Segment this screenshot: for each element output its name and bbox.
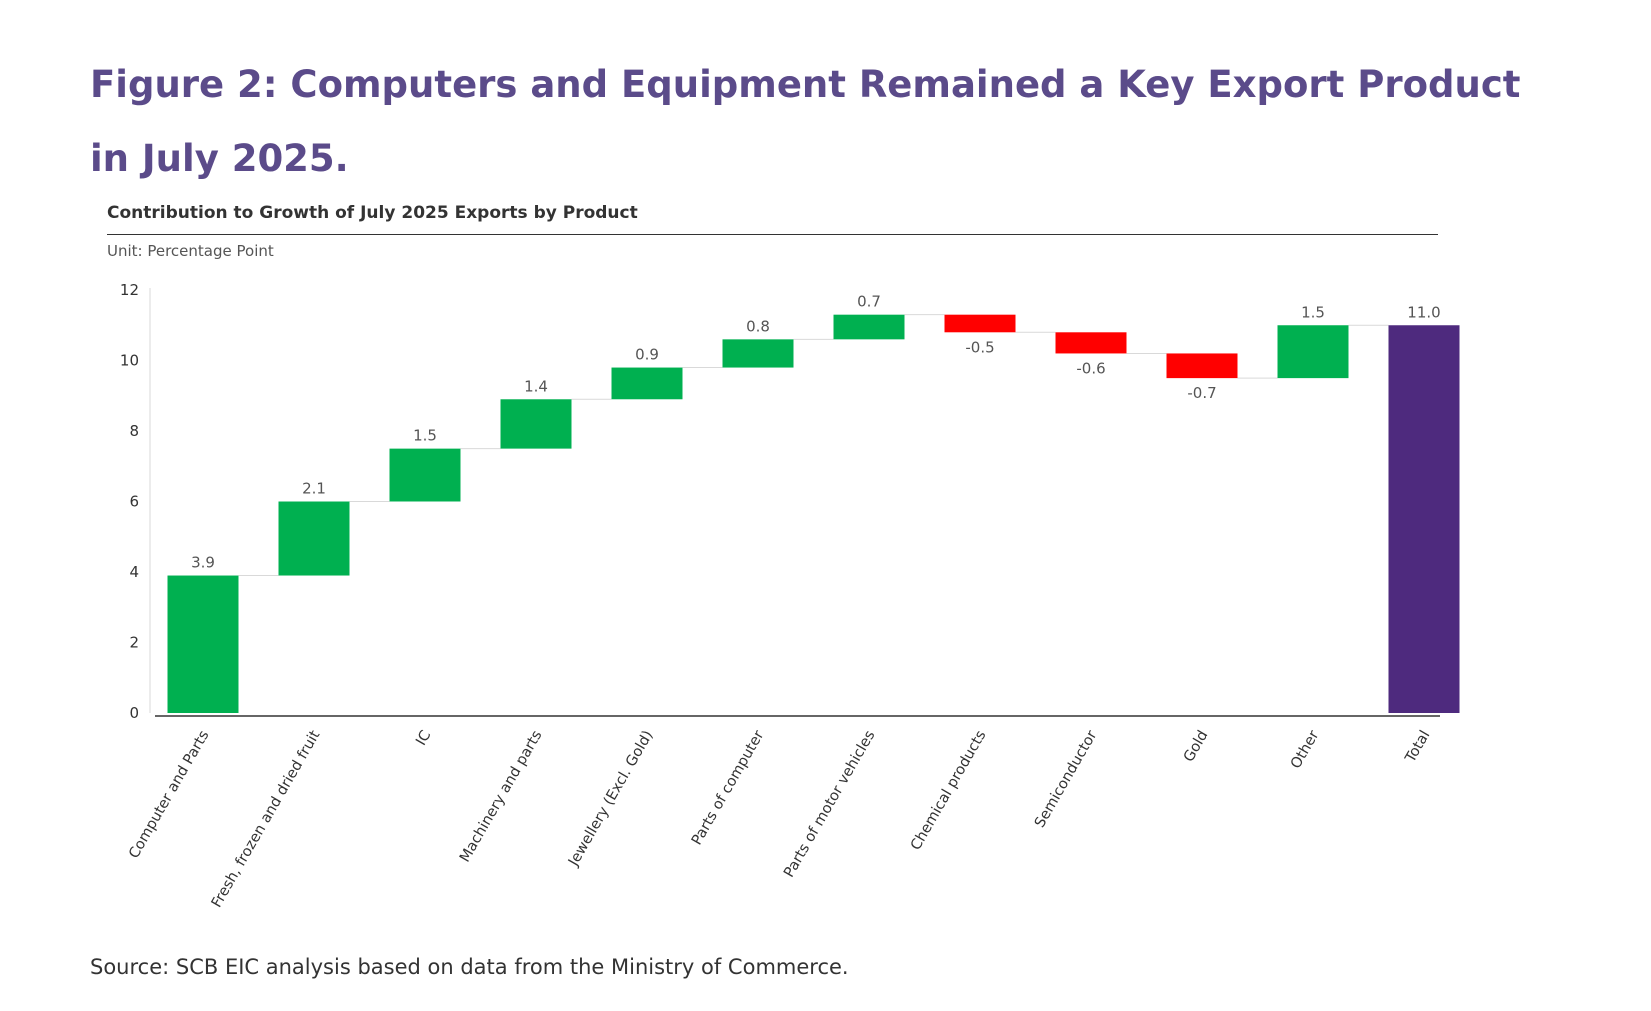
bar-increase	[722, 339, 794, 368]
value-label: 1.5	[413, 427, 437, 445]
bar-increase	[833, 314, 905, 340]
y-tick-label: 4	[129, 563, 139, 581]
x-category-label: Parts of motor vehicles	[781, 728, 878, 880]
y-axis: 0 2 4 6 8 10 12	[120, 281, 151, 722]
y-tick-label: 12	[120, 281, 139, 299]
x-category-label: Machinery and parts	[457, 728, 545, 865]
value-label: 0.8	[746, 317, 770, 335]
bar-total	[1388, 325, 1460, 713]
unit-label: Unit: Percentage Point	[107, 242, 274, 260]
chart-title: Contribution to Growth of July 2025 Expo…	[107, 203, 638, 223]
bar-decrease	[1166, 353, 1238, 379]
x-category-label: IC	[413, 728, 434, 748]
value-label: 3.9	[191, 554, 215, 572]
x-category-label: Jewellery (Excl. Gold)	[565, 728, 656, 870]
x-category-label: Gold	[1181, 728, 1212, 765]
bars	[167, 314, 1460, 713]
bar-decrease	[944, 314, 1016, 333]
bar-increase	[1277, 325, 1349, 379]
value-label: -0.7	[1187, 384, 1216, 402]
value-label: 1.5	[1301, 303, 1325, 321]
y-tick-label: 0	[129, 704, 139, 722]
value-label: -0.5	[965, 338, 994, 356]
title-divider	[107, 234, 1438, 235]
figure-title: Figure 2: Computers and Equipment Remain…	[90, 63, 1521, 180]
value-label: -0.6	[1076, 359, 1105, 377]
y-tick-label: 8	[129, 422, 139, 440]
x-category-label: Other	[1288, 728, 1322, 772]
source-note: Source: SCB EIC analysis based on data f…	[90, 955, 849, 979]
x-category-label: Chemical products	[908, 728, 989, 853]
value-label: 0.9	[635, 346, 659, 364]
x-category-label: Semiconductor	[1032, 728, 1100, 831]
y-tick-label: 2	[129, 634, 139, 652]
x-category-label: Computer and Parts	[126, 728, 212, 861]
bar-increase	[278, 501, 350, 576]
x-category-label: Fresh, frozen and dried fruit	[209, 728, 324, 911]
y-tick-label: 6	[129, 493, 139, 511]
value-label: 0.7	[857, 293, 881, 311]
y-tick-label: 10	[120, 352, 139, 370]
bar-increase	[611, 367, 683, 400]
x-category-label: Parts of computer	[689, 728, 768, 848]
connector-lines	[238, 314, 1389, 577]
value-labels: 3.9 2.1 1.5 1.4 0.9 0.8 0.7 -0.5 -0.6 -0.7 1.5 11.0	[191, 293, 1441, 572]
bar-decrease	[1055, 332, 1127, 354]
x-category-label: Total	[1402, 728, 1433, 766]
bar-increase	[389, 448, 461, 502]
value-label: 1.4	[524, 377, 548, 395]
value-label: 2.1	[302, 480, 326, 498]
bar-increase	[500, 399, 572, 449]
bar-increase	[167, 575, 239, 713]
value-label: 11.0	[1407, 303, 1440, 321]
